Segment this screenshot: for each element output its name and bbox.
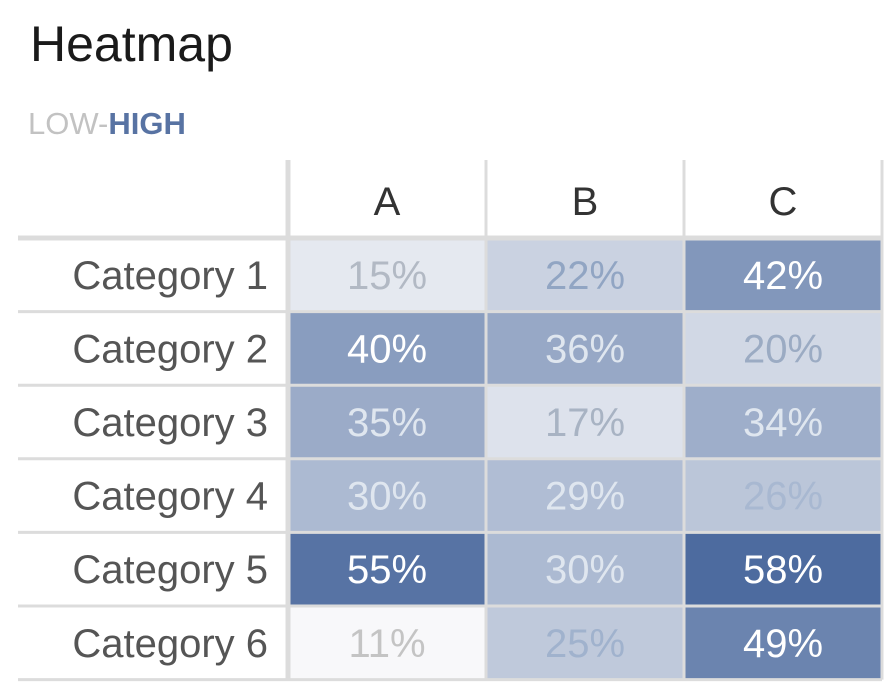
legend: LOW-HIGH [28, 104, 186, 144]
row-label-2: Category 2 [72, 327, 268, 371]
heatmap-cell [288, 606, 486, 680]
heatmap-cell [486, 385, 684, 459]
heatmap-cell [486, 606, 684, 680]
column-label-a: A [374, 180, 401, 224]
heatmap-cell [684, 458, 882, 533]
cell-value-label: 34% [743, 401, 823, 445]
heatmap-cell [486, 311, 684, 386]
heatmap-cell [288, 458, 486, 533]
row-label-6: Category 6 [72, 622, 268, 666]
cell-value-label: 15% [347, 254, 427, 298]
heatmap-cell [288, 311, 486, 386]
row-label-5: Category 5 [72, 548, 268, 592]
legend-high-label: HIGH [108, 106, 186, 141]
cell-value-label: 25% [545, 622, 625, 666]
cell-value-label: 17% [545, 401, 625, 445]
cell-value-label: 55% [347, 548, 427, 592]
heatmap-cell [288, 238, 486, 312]
cell-value-label: 20% [743, 327, 823, 371]
row-label-3: Category 3 [72, 401, 268, 445]
cell-value-label: 22% [545, 254, 625, 298]
heatmap-cell [486, 238, 684, 312]
heatmap-cell [486, 458, 684, 533]
cell-value-label: 29% [545, 475, 625, 519]
cell-value-label: 30% [545, 548, 625, 592]
cell-value-label: 42% [743, 254, 823, 298]
heatmap-cell [684, 238, 882, 312]
cell-value-label: 36% [545, 327, 625, 371]
heatmap-title: Heatmap [30, 16, 233, 72]
heatmap-cell [288, 532, 486, 606]
cell-value-label: 11% [348, 622, 425, 666]
heatmap-cell [486, 532, 684, 606]
heatmap-cell [288, 385, 486, 459]
heatmap-cell [684, 385, 882, 459]
cell-value-label: 40% [347, 327, 427, 371]
row-label-1: Category 1 [72, 254, 268, 298]
cell-value-label: 35% [347, 401, 427, 445]
heatmap-cell [684, 532, 882, 606]
cell-value-label: 58% [743, 548, 823, 592]
row-label-4: Category 4 [72, 475, 268, 519]
heatmap-cell [684, 311, 882, 386]
cell-value-label: 26% [743, 475, 823, 519]
column-label-c: C [769, 180, 798, 224]
cell-value-label: 30% [347, 475, 427, 519]
cell-value-label: 49% [743, 622, 823, 666]
heatmap-cell [684, 606, 882, 680]
column-label-b: B [572, 180, 599, 224]
legend-low-label: LOW- [28, 106, 109, 141]
